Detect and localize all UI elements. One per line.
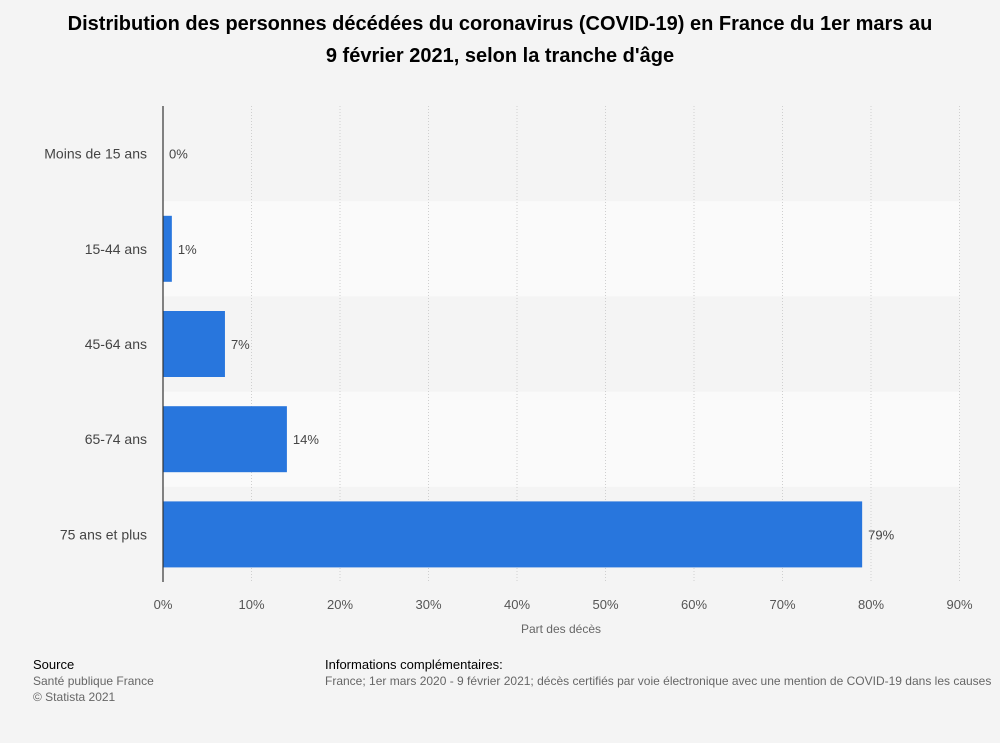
info-heading: Informations complémentaires: [325, 657, 503, 672]
x-tick-label: 20% [327, 597, 353, 612]
labels: 0% 10% 20% 30% 40% 50% 60% 70% 80% 90% Moins de 15… [44, 146, 973, 612]
source-line: Santé publique France [33, 674, 154, 688]
x-tick-label: 40% [504, 597, 530, 612]
x-tick-label: 50% [592, 597, 618, 612]
chart-title: Distribution des personnes décédées du c… [67, 13, 933, 67]
copyright-line: © Statista 2021 [33, 690, 116, 704]
x-tick-label: 70% [769, 597, 795, 612]
x-tick-label: 10% [238, 597, 264, 612]
data-label: 0% [169, 147, 188, 162]
category-label: 65-74 ans [85, 431, 147, 447]
x-axis-title: Part des décès [521, 622, 601, 636]
x-tick-label: 80% [858, 597, 884, 612]
category-label: 75 ans et plus [60, 526, 147, 542]
row-band [163, 391, 960, 487]
bar[interactable] [163, 501, 863, 568]
data-label: 79% [868, 527, 894, 542]
source-heading: Source [33, 657, 75, 672]
bar[interactable] [163, 406, 287, 473]
x-tick-label: 0% [154, 597, 173, 612]
data-label: 14% [293, 432, 319, 447]
info-text: France; 1er mars 2020 - 9 février 2021; … [325, 674, 992, 688]
data-label: 1% [178, 242, 197, 257]
x-tick-label: 60% [681, 597, 707, 612]
bar[interactable] [163, 215, 172, 282]
category-label: 15-44 ans [85, 241, 147, 257]
info-block: Informations complémentaires: France; 1e… [325, 657, 1000, 689]
source-block: Source Santé publique France © Statista … [33, 657, 154, 705]
bar-chart: 0% 10% 20% 30% 40% 50% 60% 70% 80% 90% Moins de 15… [44, 106, 973, 636]
category-label: Moins de 15 ans [44, 146, 147, 162]
row-bands [163, 201, 960, 487]
category-label: 45-64 ans [85, 336, 147, 352]
bars [163, 215, 863, 568]
x-tick-label: 90% [946, 597, 972, 612]
x-tick-label: 30% [415, 597, 441, 612]
data-label: 7% [231, 337, 250, 352]
row-band [163, 201, 960, 297]
bar[interactable] [163, 311, 225, 377]
